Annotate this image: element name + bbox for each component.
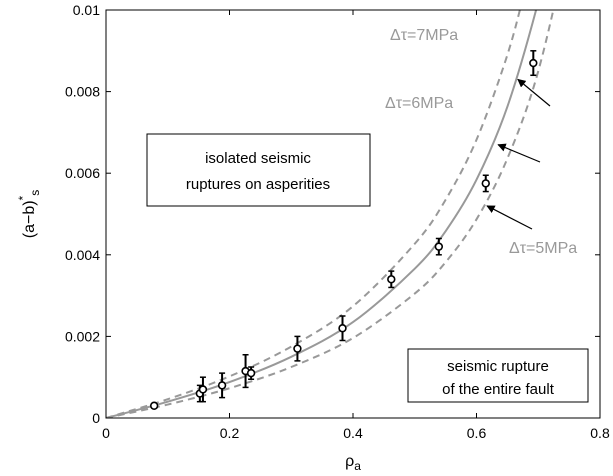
text-box-entire-fault-line-1: seismic rupture	[447, 358, 549, 375]
annotation-arrow-1	[497, 143, 541, 163]
text-box-entire-fault-frame	[407, 348, 589, 403]
text-box-entire-fault-line-2: of the entire fault	[442, 381, 555, 398]
data-point-11	[529, 58, 538, 68]
annotations: Δτ=7MPa Δτ=6MPa Δτ=5MPa	[385, 27, 577, 257]
data-point-6	[293, 344, 302, 353]
data-point-7	[338, 324, 347, 333]
x-tick-label-1: 0.2	[220, 425, 240, 441]
text-box-asperities-line-2: ruptures on asperities	[186, 176, 330, 193]
data-point-5	[246, 368, 256, 378]
y-tick-label-0: 0	[92, 410, 100, 426]
y-tick-label-5: 0.01	[73, 2, 100, 18]
x-axis-label: ρa	[345, 453, 361, 473]
text-box-asperities-frame	[146, 133, 371, 207]
markers	[149, 50, 538, 410]
data-point-3	[217, 381, 227, 390]
x-tick-label-0: 0	[102, 425, 110, 441]
annotation-label-0: Δτ=7MPa	[390, 27, 458, 44]
x-axis-label-sub: a	[354, 459, 361, 473]
x-tick-label-2: 0.4	[343, 425, 363, 441]
data-point-0	[149, 401, 159, 410]
text-box-asperities: isolated seismic ruptures on asperities	[146, 133, 371, 207]
data-point-2	[198, 385, 208, 394]
y-tick-label-3: 0.006	[65, 165, 100, 181]
text-box-asperities-line-1: isolated seismic	[205, 150, 311, 167]
data-point-8	[387, 275, 396, 284]
y-axis-label-main: (a−b)	[21, 200, 38, 238]
x-axis-ticks: 0 0.2 0.4 0.6 0.8	[102, 10, 610, 441]
annotation-label-2: Δτ=5MPa	[509, 240, 577, 257]
text-box-entire-fault: seismic rupture of the entire fault	[407, 348, 589, 403]
y-axis-label: (a−b)*s	[16, 190, 42, 238]
data-point-9	[434, 242, 444, 251]
annotation-arrow-2	[486, 205, 533, 230]
y-tick-label-2: 0.004	[65, 247, 100, 263]
x-tick-label-3: 0.6	[467, 425, 487, 441]
data-point-10	[481, 179, 490, 188]
curve-dtau-7mpa	[106, 10, 521, 418]
annotation-label-1: Δτ=6MPa	[385, 95, 453, 112]
curve-dtau-5mpa	[106, 10, 555, 418]
y-tick-label-4: 0.008	[65, 84, 100, 100]
x-tick-label-4: 0.8	[590, 425, 610, 441]
y-axis-label-sup: *	[16, 195, 30, 200]
y-axis-ticks: 0 0.002 0.004 0.006 0.008 0.01	[65, 2, 600, 426]
annotation-arrow-0	[517, 78, 551, 107]
x-axis-label-main: ρ	[345, 453, 354, 470]
y-axis-label-sub: s	[28, 190, 42, 196]
y-tick-label-1: 0.002	[65, 328, 100, 344]
